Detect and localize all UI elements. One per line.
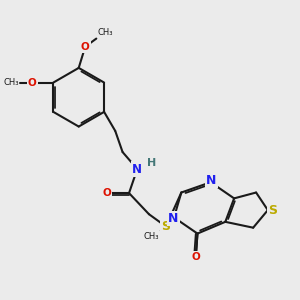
Text: CH₃: CH₃: [4, 78, 19, 87]
Text: O: O: [102, 188, 111, 198]
Text: CH₃: CH₃: [144, 232, 159, 241]
Text: N: N: [168, 212, 178, 225]
Text: S: S: [161, 220, 170, 233]
Text: H: H: [147, 158, 156, 168]
Text: N: N: [206, 174, 216, 187]
Text: O: O: [81, 42, 89, 52]
Text: O: O: [28, 78, 37, 88]
Text: CH₃: CH₃: [97, 28, 113, 37]
Text: N: N: [132, 163, 142, 176]
Text: S: S: [268, 204, 278, 217]
Text: O: O: [192, 252, 200, 262]
